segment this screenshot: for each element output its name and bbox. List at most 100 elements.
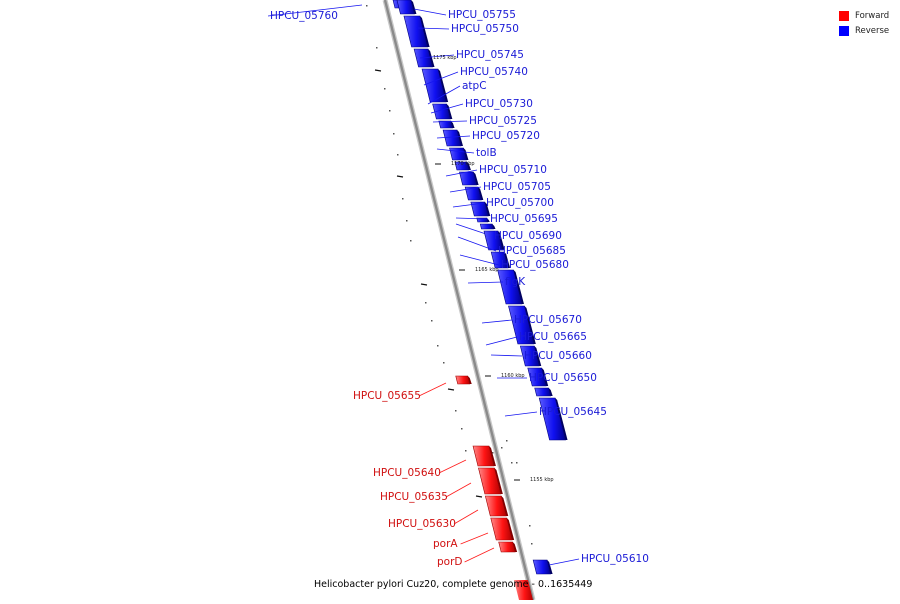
sequence-dot [376,47,378,49]
sequence-dot [431,320,433,322]
gene-label-HPCU_05740[interactable]: HPCU_05740 [460,66,528,78]
gene-label-HPCU_05645[interactable]: HPCU_05645 [539,406,607,418]
caption-range: 0..1635449 [537,579,593,590]
gene-leader-line [430,103,464,114]
sequence-dot [366,5,368,7]
gene-label-HPCU_05730[interactable]: HPCU_05730 [465,98,533,110]
sequence-dot [501,447,503,449]
gene-leader-line [438,459,467,474]
sequence-dot [397,154,399,156]
gene-block-shade [541,368,549,386]
gene-block-shade [466,162,471,170]
gene-block-shade [513,270,524,304]
legend-swatch-forward [839,10,849,21]
gene-leader-line [452,202,485,208]
sequence-dot [406,220,408,222]
gene-label-HPCU_05685[interactable]: HPCU_05685 [498,245,566,257]
gene-label-HPCU_05725[interactable]: HPCU_05725 [469,115,537,127]
gene-label-HPCU_05690[interactable]: HPCU_05690 [494,230,562,242]
gene-leader-line [267,4,363,17]
gene-block-shade [512,542,518,552]
gene-block-HPCU_05720 [449,147,467,161]
sequence-dot [443,362,445,364]
sequence-mark [396,175,404,178]
gene-leader-line [417,27,450,30]
sequence-dot [531,543,533,545]
gene-label-HPCU_05755[interactable]: HPCU_05755 [448,9,516,21]
gene-block-shade [534,346,542,366]
sequence-dot [529,525,531,527]
gene-label-atpC[interactable]: atpC [462,80,487,92]
gene-block-shade [506,518,515,540]
gene-label-HPCU_05705[interactable]: HPCU_05705 [483,181,551,193]
gene-block-shade [419,16,430,47]
gene-label-tolB[interactable]: tolB [476,147,497,159]
sequence-dot [492,452,494,454]
gene-leader-line [449,186,482,193]
sequence-dot [389,110,391,112]
sequence-dot [455,410,457,412]
sequence-dot [465,450,467,452]
legend: Forward Reverse [839,8,889,38]
sequence-dot [393,133,395,135]
gene-label-HPCU_05710[interactable]: HPCU_05710 [479,164,547,176]
gene-block-shade [478,187,484,200]
gene-block-tail [514,580,533,600]
gene-label-HPCU_05750[interactable]: HPCU_05750 [451,23,519,35]
gene-label-HPCU_05760[interactable]: HPCU_05760 [270,10,338,22]
sequence-mark [420,283,428,286]
gene-label-HPCU_05745[interactable]: HPCU_05745 [456,49,524,61]
gene-leader-line [432,120,468,123]
gene-label-HPCU_05610[interactable]: HPCU_05610 [581,553,649,565]
gene-leader-line [490,354,523,357]
gene-block-shade [492,224,496,229]
gene-label-HPCU_05630[interactable]: HPCU_05630 [388,518,456,530]
genome-backbone [383,0,535,601]
gene-label-HPCU_05635[interactable]: HPCU_05635 [380,491,448,503]
gene-label-HPCU_05695[interactable]: HPCU_05695 [490,213,558,225]
sequence-dot [425,302,427,304]
gene-label-HPCU_05640[interactable]: HPCU_05640 [373,467,441,479]
gene-block-shade [457,130,464,146]
legend-swatch-reverse [839,25,849,36]
gene-leader-line [460,532,489,545]
gene-label-HPCU_05650[interactable]: HPCU_05650 [529,372,597,384]
gene-block-shade [446,104,453,119]
gene-leader-line [485,336,518,346]
gene-label-HPCU_05665[interactable]: HPCU_05665 [519,331,587,343]
gene-block-shade [504,252,511,268]
gene-label-HPCU_05680[interactable]: HPCU_05680 [501,259,569,271]
tick-label: 1155 kbp [530,477,554,483]
gene-leader-line [464,547,495,563]
gene-block-shade [411,0,417,14]
gene-label-HPCU_05720[interactable]: HPCU_05720 [472,130,540,142]
gene-label-HPCU_05670[interactable]: HPCU_05670 [514,314,582,326]
gene-label-HPCU_05655[interactable]: HPCU_05655 [353,390,421,402]
genome-caption: Helicobacter pylori Cuz20, complete geno… [314,579,592,590]
sequence-mark [374,69,382,72]
gene-label-HPCU_05700[interactable]: HPCU_05700 [486,197,554,209]
legend-item-reverse: Reverse [839,23,889,38]
gene-leader-line [413,8,447,16]
gene-leader-line [418,382,447,397]
gene-block-shade [467,376,472,384]
sequence-dot [511,462,513,464]
gene-leader-line [427,85,461,105]
sequence-dot [384,88,386,90]
gene-leader-line [419,54,455,59]
gene-leader-line [436,135,471,139]
gene-label-HPCU_05660[interactable]: HPCU_05660 [524,350,592,362]
gene-block-HPCU_05650 [534,387,552,397]
gene-leader-line [504,411,538,417]
gene-label-porD[interactable]: porD [437,556,463,568]
gene-label-porA[interactable]: porA [433,538,458,550]
tick-label: 1165 kbp [475,267,499,273]
gene-block-shade [497,231,505,250]
gene-block-shade [489,446,496,466]
gene-leader-line [423,71,459,86]
gene-label-flgK[interactable]: flgK [505,276,526,288]
gene-leader-line [548,558,580,566]
sequence-dot [410,240,412,242]
caption-title: Helicobacter pylori Cuz20, complete geno… [314,579,529,590]
